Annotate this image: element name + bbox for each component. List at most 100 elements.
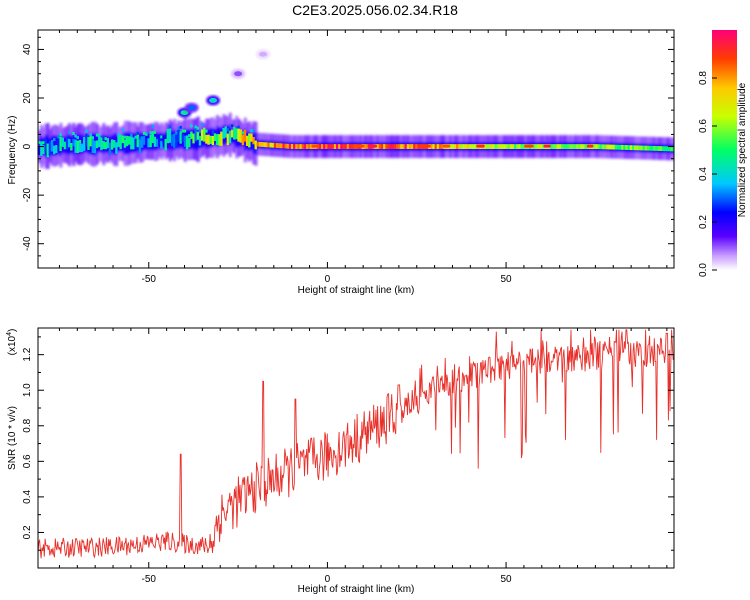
spectrogram-cell — [85, 133, 88, 147]
spectrogram-cell — [134, 135, 137, 139]
spectrogram-cell — [102, 141, 105, 149]
spectrogram-peak — [367, 144, 378, 148]
spectrogram-cell — [406, 144, 410, 149]
spectrogram-cell — [100, 137, 103, 151]
spectrogram-peak — [543, 144, 551, 148]
snr-frame — [37, 327, 675, 569]
snr-x-label: Height of straight line (km) — [298, 584, 415, 595]
spectrogram-cell — [466, 144, 470, 149]
snr-x-tick-label: -50 — [142, 574, 157, 585]
spectrogram-marks — [38, 49, 674, 169]
spectrogram-cell — [490, 144, 493, 149]
spectrogram-cell — [110, 139, 114, 150]
spectrogram-cell — [623, 145, 626, 150]
spectrogram-y-tick-label: 40 — [22, 43, 33, 55]
spectrogram-cell — [462, 144, 465, 149]
spectrogram-cell — [61, 137, 64, 147]
snr-y-tick-label: 1.0 — [22, 383, 33, 397]
spectrogram-cell — [460, 144, 463, 149]
spectrogram-cell — [151, 131, 155, 144]
colorbar-tick-label: 0.4 — [698, 167, 709, 181]
spectrogram-cell — [168, 125, 172, 129]
spectrogram-cell — [269, 142, 272, 148]
spectrogram-cell — [346, 144, 350, 149]
spectrogram-cell — [633, 145, 637, 151]
spectrogram-cell — [130, 135, 133, 150]
colorbar-ticks: 0.0 0.2 0.4 0.6 0.8 — [698, 71, 717, 277]
spectrogram-cell — [666, 146, 669, 152]
spectrogram-cell — [661, 146, 665, 152]
spectrogram-cell — [42, 145, 45, 154]
spectrogram-peak — [586, 144, 594, 148]
spectrogram-cell — [205, 129, 208, 133]
spectrogram-cell — [153, 130, 157, 134]
spectrogram-cell — [670, 146, 673, 152]
spectrogram-cell — [595, 144, 598, 149]
spectrogram-cell — [584, 144, 588, 149]
spectrogram-peak — [524, 144, 534, 148]
spectrogram-cell — [233, 129, 236, 140]
spectrogram-cell — [672, 146, 674, 152]
spectrogram-cell — [612, 144, 615, 150]
spectrogram-cell — [415, 144, 418, 149]
spectrogram-cell — [668, 146, 671, 152]
spectrogram-cell — [147, 138, 150, 148]
spectrogram-y-tick-label: 20 — [22, 92, 33, 104]
spectrogram-cell — [115, 142, 118, 154]
spectrogram-cell — [320, 144, 324, 149]
spectrogram-cell — [177, 126, 180, 130]
spectrogram-cell — [91, 138, 94, 153]
spectrogram-cell — [226, 133, 230, 146]
spectrogram-cell — [541, 144, 545, 149]
spectrogram-cell — [505, 144, 508, 149]
spectrogram-cell — [636, 145, 639, 151]
snr-background — [38, 328, 674, 568]
spectrogram-cell — [453, 144, 457, 149]
spectrogram-cell — [53, 135, 57, 157]
spectrogram-cell — [580, 144, 583, 149]
spectrogram-cell — [353, 144, 356, 149]
spectrogram-cell — [389, 144, 392, 149]
spectrogram-peak — [354, 144, 365, 148]
spectrogram-cell — [143, 131, 146, 135]
spectrogram-cell — [250, 133, 253, 142]
spectrogram-cell — [501, 144, 504, 149]
spectrogram-cell — [175, 134, 178, 149]
spectrogram-cell — [267, 142, 270, 148]
spectrogram-cell — [68, 138, 71, 148]
spectrogram-cell — [108, 142, 112, 156]
spectrogram-cell — [282, 143, 285, 149]
spectrogram-cell — [226, 128, 230, 132]
spectrogram-cell — [653, 145, 656, 151]
snr-panel: -50 0 50 0.2 0.4 0.6 0.8 1.0 1.2 Height of strai… — [6, 327, 675, 595]
spectrogram-cell — [209, 135, 212, 144]
spectrogram-cell — [196, 131, 200, 140]
spectrogram-cell — [648, 145, 652, 151]
spectrogram-cell — [642, 145, 645, 151]
spectrogram-cell — [230, 124, 234, 128]
spectrogram-cell — [104, 137, 107, 141]
spectrogram-peak — [476, 144, 485, 148]
spectrogram-feature — [234, 71, 243, 77]
spectrogram-cell — [239, 129, 242, 143]
spectrogram-cell — [593, 144, 596, 149]
spectrogram-cell — [113, 139, 116, 148]
spectrogram-cell — [145, 132, 148, 136]
spectrogram-cell — [44, 139, 47, 154]
spectrogram-cell — [119, 134, 122, 150]
spectrogram-cell — [520, 144, 523, 149]
spectrogram-cell — [233, 126, 236, 130]
spectrogram-cell — [123, 135, 127, 139]
spectrogram-cell — [117, 132, 120, 136]
spectrogram-cell — [271, 142, 275, 148]
spectrogram-cell — [275, 143, 279, 148]
spectrogram-cell — [571, 144, 575, 149]
spectrogram-cell — [89, 136, 92, 147]
spectrogram-cell — [396, 144, 399, 149]
spectrogram-cell — [644, 145, 648, 151]
spectrogram-cell — [305, 144, 309, 149]
spectrogram-cell — [166, 128, 170, 144]
spectrogram-cell — [513, 144, 517, 149]
spectrogram-cell — [63, 141, 67, 150]
spectrogram-cell — [535, 144, 538, 149]
